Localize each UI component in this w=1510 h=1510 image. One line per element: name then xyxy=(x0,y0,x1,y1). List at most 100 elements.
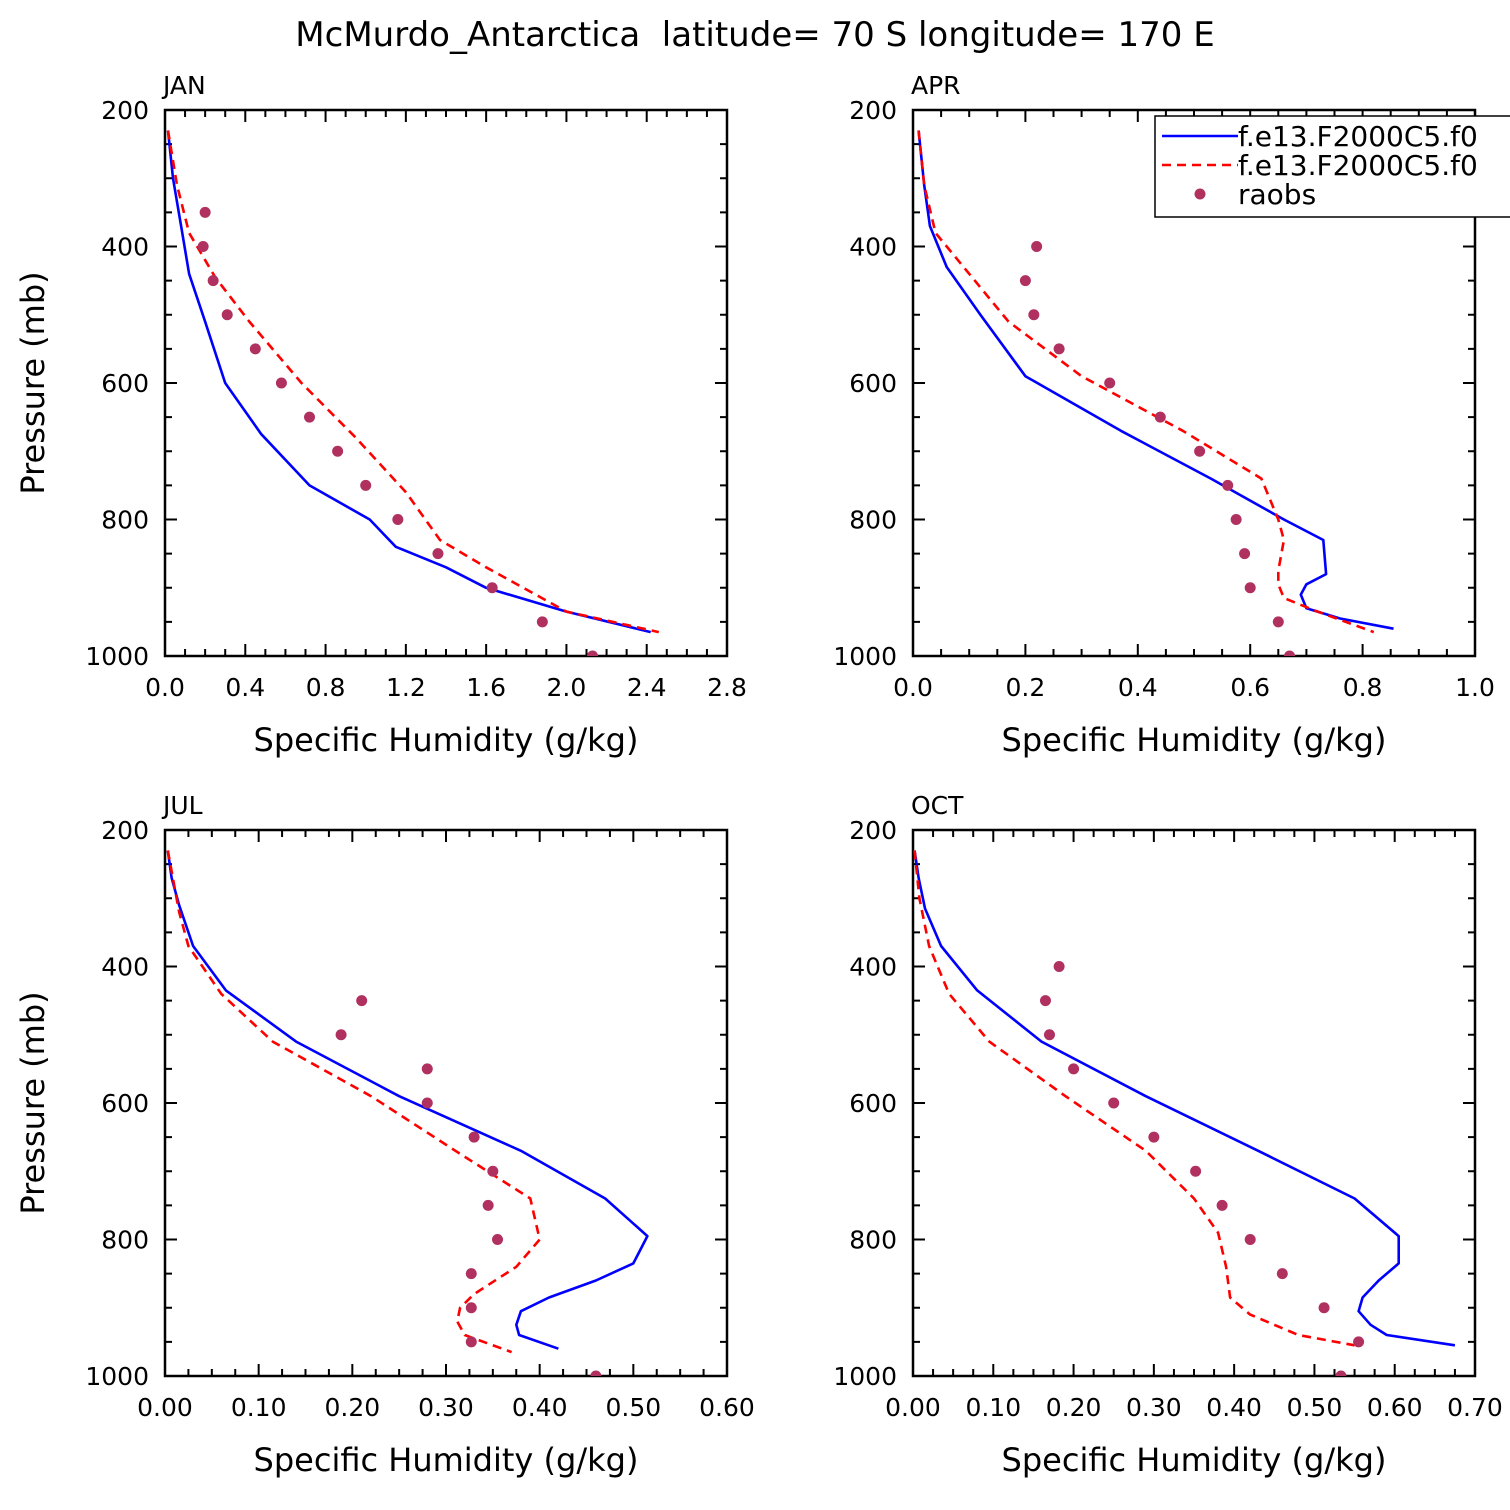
model-solid-line xyxy=(913,850,1456,1347)
x-tick-label: 0.8 xyxy=(306,673,346,702)
raobs-point xyxy=(392,514,404,525)
x-tick-label: 0.4 xyxy=(1118,673,1158,702)
panel-jul: 0.00 0.10 0.20 0.30 0.40 0.50 0.60 200 400 600 800… xyxy=(14,791,755,1479)
x-tick-label: 0.60 xyxy=(1367,1393,1423,1422)
legend-swatch-dot xyxy=(1194,188,1206,200)
x-tick-label: 0.00 xyxy=(137,1393,193,1422)
raobs-point xyxy=(1104,377,1116,389)
y-tick-label: 400 xyxy=(101,953,149,982)
y-tick-label: 800 xyxy=(849,1226,897,1255)
x-tick-label: 1.0 xyxy=(1455,673,1495,702)
raobs-point xyxy=(249,343,261,355)
model-solid-line xyxy=(917,130,1394,630)
x-tick-label: 0.2 xyxy=(1006,673,1046,702)
plot-area xyxy=(913,850,1456,1376)
plot-area xyxy=(166,850,649,1376)
model-solid-line xyxy=(166,130,652,634)
raobs-point xyxy=(487,1165,499,1177)
raobs-point xyxy=(465,1336,477,1348)
y-tick-label: 600 xyxy=(101,1089,149,1118)
x-axis-label: Specific Humidity (g/kg) xyxy=(1002,721,1387,759)
y-axis-label: Pressure (mb) xyxy=(14,991,52,1214)
y-tick-label: 200 xyxy=(101,96,149,125)
y-tick-label: 400 xyxy=(849,233,897,262)
plot-area xyxy=(166,130,660,656)
panel-title: JUL xyxy=(161,791,203,820)
raobs-point xyxy=(1194,445,1206,457)
y-tick-label: 1000 xyxy=(85,1362,149,1391)
legend-box xyxy=(1154,115,1510,218)
y-tick-label: 200 xyxy=(849,96,897,125)
raobs-point xyxy=(590,1370,602,1376)
y-tick-label: 200 xyxy=(849,816,897,845)
raobs-point xyxy=(465,1268,477,1280)
x-axis-label: Specific Humidity (g/kg) xyxy=(1002,1441,1387,1479)
y-tick-label: 1000 xyxy=(833,642,897,671)
plot-frame xyxy=(163,108,729,658)
x-tick-label: 0.6 xyxy=(1230,673,1270,702)
y-tick-label: 400 xyxy=(101,233,149,262)
x-tick-label: 2.8 xyxy=(707,673,747,702)
raobs-point xyxy=(356,995,368,1007)
x-tick-label: 0.40 xyxy=(1206,1393,1262,1422)
y-tick-label: 800 xyxy=(101,1226,149,1255)
y-tick-label: 800 xyxy=(849,506,897,535)
raobs-point xyxy=(332,445,344,457)
model-solid-line xyxy=(166,850,649,1350)
raobs-point xyxy=(1053,961,1065,972)
x-tick-label: 0.8 xyxy=(1343,673,1383,702)
raobs-point xyxy=(1043,1029,1055,1041)
y-tick-label: 200 xyxy=(101,816,149,845)
x-tick-label: 2.4 xyxy=(627,673,667,702)
raobs-point xyxy=(197,241,209,252)
raobs-point xyxy=(275,377,287,389)
plot-frame xyxy=(911,828,1477,1378)
raobs-point xyxy=(421,1063,433,1075)
model-dashed-line xyxy=(917,130,1375,634)
x-tick-label: 0.50 xyxy=(605,1393,661,1422)
raobs-point xyxy=(1239,548,1251,560)
y-tick-label: 1000 xyxy=(85,642,149,671)
x-tick-label: 0.50 xyxy=(1287,1393,1343,1422)
panel-oct: 0.00 0.10 0.20 0.30 0.40 0.50 0.60 0.70 200 400 60… xyxy=(833,791,1502,1479)
panel-jan: 0.0 0.4 0.8 1.2 1.6 2.0 2.4 2.8 200 400 600 800 1000… xyxy=(14,71,747,759)
raobs-point xyxy=(1222,479,1234,491)
y-tick-label: 400 xyxy=(849,953,897,982)
x-tick-label: 1.6 xyxy=(466,673,506,702)
raobs-point xyxy=(1039,995,1051,1007)
y-tick-label: 1000 xyxy=(833,1362,897,1391)
model-dashed-line xyxy=(166,130,660,634)
y-tick-label: 800 xyxy=(101,506,149,535)
x-tick-label: 0.10 xyxy=(231,1393,287,1422)
raobs-point xyxy=(1216,1199,1228,1211)
raobs-point xyxy=(1019,275,1031,287)
raobs-point xyxy=(1154,411,1166,423)
panel-apr: 0.0 0.2 0.4 0.6 0.8 1.0 200 400 600 800 1000 APR Spe… xyxy=(833,71,1495,759)
legend-label: f.e13.F2000C5.f0 xyxy=(1238,120,1478,153)
plot-frame xyxy=(163,828,729,1378)
raobs-point xyxy=(1244,1234,1256,1245)
raobs-point xyxy=(1053,343,1065,355)
raobs-point xyxy=(432,548,444,560)
raobs-point xyxy=(1108,1097,1120,1109)
panel-title: APR xyxy=(911,71,961,100)
raobs-point xyxy=(1190,1165,1202,1177)
raobs-point xyxy=(1353,1336,1365,1348)
raobs-point xyxy=(492,1234,504,1245)
y-tick-label: 600 xyxy=(849,1089,897,1118)
legend-label: raobs xyxy=(1238,178,1316,211)
model-dashed-line xyxy=(166,850,542,1354)
raobs-point xyxy=(587,650,599,656)
raobs-point xyxy=(1284,650,1296,656)
y-axis-label: Pressure (mb) xyxy=(14,271,52,494)
raobs-point xyxy=(536,616,548,628)
x-tick-label: 0.30 xyxy=(1126,1393,1182,1422)
y-tick-label: 600 xyxy=(101,369,149,398)
figure-title: McMurdo_Antarctica latitude= 70 S longit… xyxy=(295,15,1214,55)
raobs-point xyxy=(486,582,498,594)
raobs-point xyxy=(207,275,219,287)
panels: 0.0 0.4 0.8 1.2 1.6 2.0 2.4 2.8 200 400 600 800 1000… xyxy=(14,71,1503,1479)
raobs-point xyxy=(465,1302,477,1314)
x-tick-label: 0.40 xyxy=(512,1393,568,1422)
